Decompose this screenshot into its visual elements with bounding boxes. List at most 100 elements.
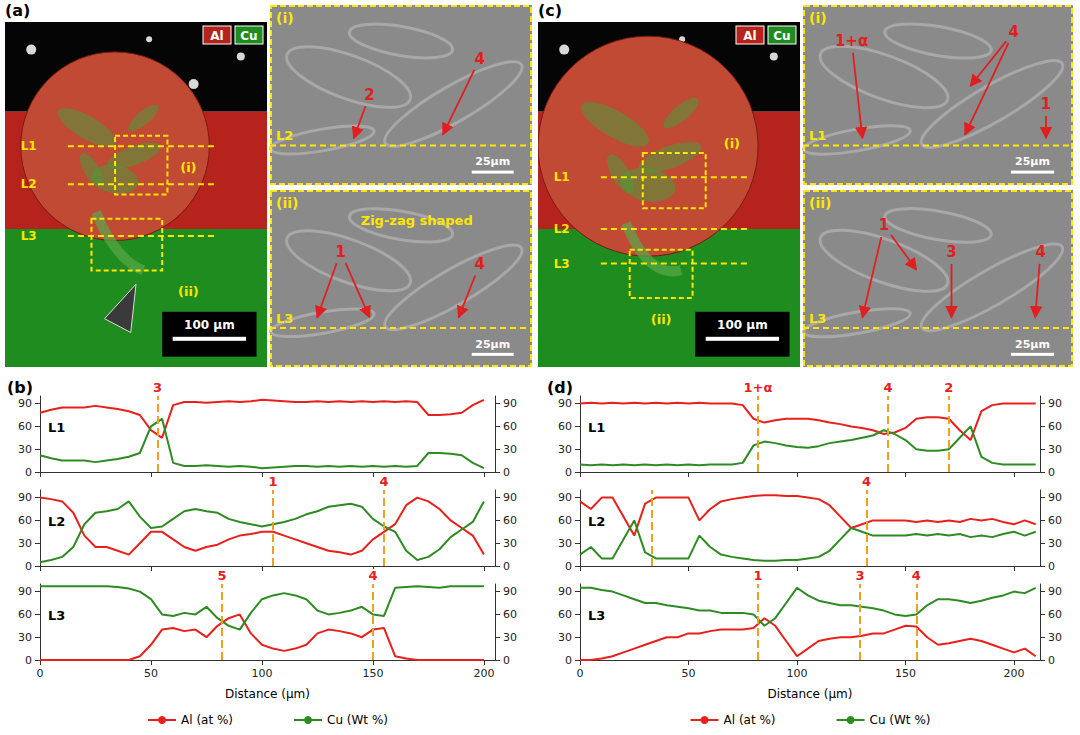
svg-text:Distance (μm): Distance (μm) [225, 687, 310, 701]
svg-text:90: 90 [558, 491, 572, 504]
svg-text:90: 90 [18, 585, 32, 598]
svg-text:0: 0 [565, 466, 572, 479]
svg-text:Al (at %): Al (at %) [181, 713, 233, 727]
svg-text:90: 90 [1048, 585, 1062, 598]
svg-text:25μm: 25μm [1015, 338, 1050, 351]
svg-text:0: 0 [565, 654, 572, 667]
svg-text:(i): (i) [809, 10, 827, 26]
svg-text:90: 90 [1048, 491, 1062, 504]
svg-text:60: 60 [18, 420, 32, 433]
svg-text:60: 60 [18, 608, 32, 621]
svg-text:90: 90 [503, 491, 517, 504]
svg-text:30: 30 [503, 537, 517, 550]
svg-text:3: 3 [855, 568, 864, 583]
svg-text:60: 60 [1048, 514, 1062, 527]
svg-text:30: 30 [558, 443, 572, 456]
svg-text:0: 0 [37, 667, 44, 680]
svg-text:30: 30 [503, 631, 517, 644]
svg-text:Cu: Cu [773, 29, 790, 43]
svg-text:0: 0 [25, 654, 32, 667]
svg-text:30: 30 [558, 537, 572, 550]
svg-text:(i): (i) [180, 160, 196, 175]
svg-text:60: 60 [503, 514, 517, 527]
svg-text:30: 30 [558, 631, 572, 644]
svg-text:4: 4 [380, 474, 389, 489]
svg-text:Distance (μm): Distance (μm) [768, 687, 853, 701]
svg-text:4: 4 [884, 380, 893, 395]
svg-text:1: 1 [1041, 95, 1051, 113]
svg-text:90: 90 [1048, 397, 1062, 410]
svg-text:4: 4 [474, 255, 484, 273]
svg-text:L1: L1 [48, 420, 65, 435]
svg-text:0: 0 [25, 466, 32, 479]
svg-text:30: 30 [1048, 537, 1062, 550]
svg-text:60: 60 [558, 420, 572, 433]
svg-text:Cu (Wt %): Cu (Wt %) [870, 713, 931, 727]
svg-text:(d): (d) [547, 378, 573, 397]
svg-text:0: 0 [503, 560, 510, 573]
svg-text:90: 90 [558, 585, 572, 598]
svg-text:30: 30 [18, 537, 32, 550]
svg-text:30: 30 [18, 443, 32, 456]
svg-text:60: 60 [18, 514, 32, 527]
svg-text:(c): (c) [538, 1, 562, 20]
svg-text:4: 4 [912, 568, 921, 583]
svg-text:L3: L3 [48, 608, 65, 623]
svg-text:90: 90 [503, 585, 517, 598]
svg-text:1+α: 1+α [743, 380, 772, 395]
svg-text:1: 1 [753, 568, 762, 583]
svg-text:Al (at %): Al (at %) [724, 713, 776, 727]
svg-text:1: 1 [269, 474, 278, 489]
svg-text:Cu (Wt %): Cu (Wt %) [327, 713, 388, 727]
svg-text:1: 1 [879, 216, 889, 234]
svg-text:200: 200 [1003, 667, 1024, 680]
svg-text:90: 90 [503, 397, 517, 410]
svg-text:2: 2 [364, 86, 374, 104]
svg-text:L1: L1 [21, 139, 37, 153]
svg-text:25μm: 25μm [475, 155, 510, 168]
svg-text:L1: L1 [554, 170, 570, 184]
svg-text:30: 30 [503, 443, 517, 456]
svg-text:0: 0 [503, 654, 510, 667]
svg-text:150: 150 [362, 667, 383, 680]
svg-text:4: 4 [368, 568, 377, 583]
svg-text:0: 0 [1048, 466, 1055, 479]
svg-text:L1: L1 [809, 128, 826, 143]
svg-text:Al: Al [210, 29, 223, 43]
svg-text:0: 0 [25, 560, 32, 573]
svg-text:3: 3 [153, 380, 162, 395]
svg-text:(ii): (ii) [276, 195, 298, 211]
svg-text:25μm: 25μm [475, 338, 510, 351]
svg-text:(ii): (ii) [178, 284, 199, 299]
svg-text:L3: L3 [554, 257, 570, 271]
svg-text:(ii): (ii) [809, 195, 831, 211]
svg-text:(a): (a) [5, 1, 30, 20]
svg-text:60: 60 [503, 420, 517, 433]
svg-text:Zig-zag shaped: Zig-zag shaped [361, 213, 473, 228]
svg-text:100: 100 [251, 667, 272, 680]
svg-text:L2: L2 [21, 177, 37, 191]
svg-text:1+α: 1+α [835, 32, 868, 50]
svg-text:5: 5 [217, 568, 226, 583]
svg-text:200: 200 [473, 667, 494, 680]
svg-text:100 μm: 100 μm [717, 318, 768, 332]
svg-text:60: 60 [503, 608, 517, 621]
svg-text:60: 60 [1048, 608, 1062, 621]
svg-text:100 μm: 100 μm [184, 318, 235, 332]
svg-text:L1: L1 [588, 420, 605, 435]
svg-text:2: 2 [944, 380, 953, 395]
svg-text:150: 150 [895, 667, 916, 680]
svg-text:50: 50 [681, 667, 695, 680]
svg-text:50: 50 [144, 667, 158, 680]
svg-text:0: 0 [1048, 560, 1055, 573]
svg-text:L3: L3 [21, 229, 37, 243]
svg-text:Al: Al [743, 29, 756, 43]
svg-text:25μm: 25μm [1015, 155, 1050, 168]
svg-text:L3: L3 [588, 608, 605, 623]
svg-text:30: 30 [1048, 631, 1062, 644]
svg-text:90: 90 [18, 397, 32, 410]
svg-text:60: 60 [1048, 420, 1062, 433]
svg-text:4: 4 [862, 474, 871, 489]
svg-text:3: 3 [946, 243, 956, 261]
svg-text:(b): (b) [7, 378, 33, 397]
